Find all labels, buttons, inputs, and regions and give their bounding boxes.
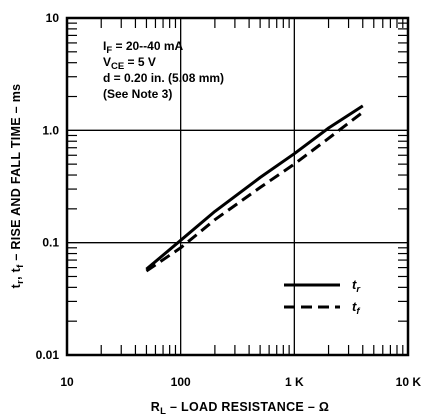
- legend-label-tf: tf: [352, 299, 360, 317]
- x-tick-label: 1 K: [285, 375, 304, 389]
- x-tick-label: 10: [60, 375, 74, 389]
- y-tick-label: 10: [46, 11, 60, 25]
- y-axis-title: tr, tf – RISE AND FALL TIME – ms: [9, 84, 26, 289]
- annotation-line: IF = 20--40 mA: [103, 39, 184, 56]
- x-tick-label: 100: [171, 375, 191, 389]
- y-tick-label: 0.1: [42, 236, 59, 250]
- x-axis-title: RL – LOAD RESISTANCE – Ω: [151, 400, 329, 417]
- annotation-line: d = 0.20 in. (5.08 mm): [103, 71, 224, 85]
- y-tick-label: 0.01: [36, 348, 60, 362]
- annotation-line: VCE = 5 V: [103, 55, 156, 72]
- series-line-tf: [146, 112, 362, 271]
- annotation-line: (See Note 3): [103, 87, 172, 101]
- y-tick-label: 1.0: [42, 123, 59, 137]
- legend-label-tr: tr: [352, 277, 361, 295]
- x-tick-label: 10 K: [396, 375, 422, 389]
- legend: tr tf: [284, 277, 361, 317]
